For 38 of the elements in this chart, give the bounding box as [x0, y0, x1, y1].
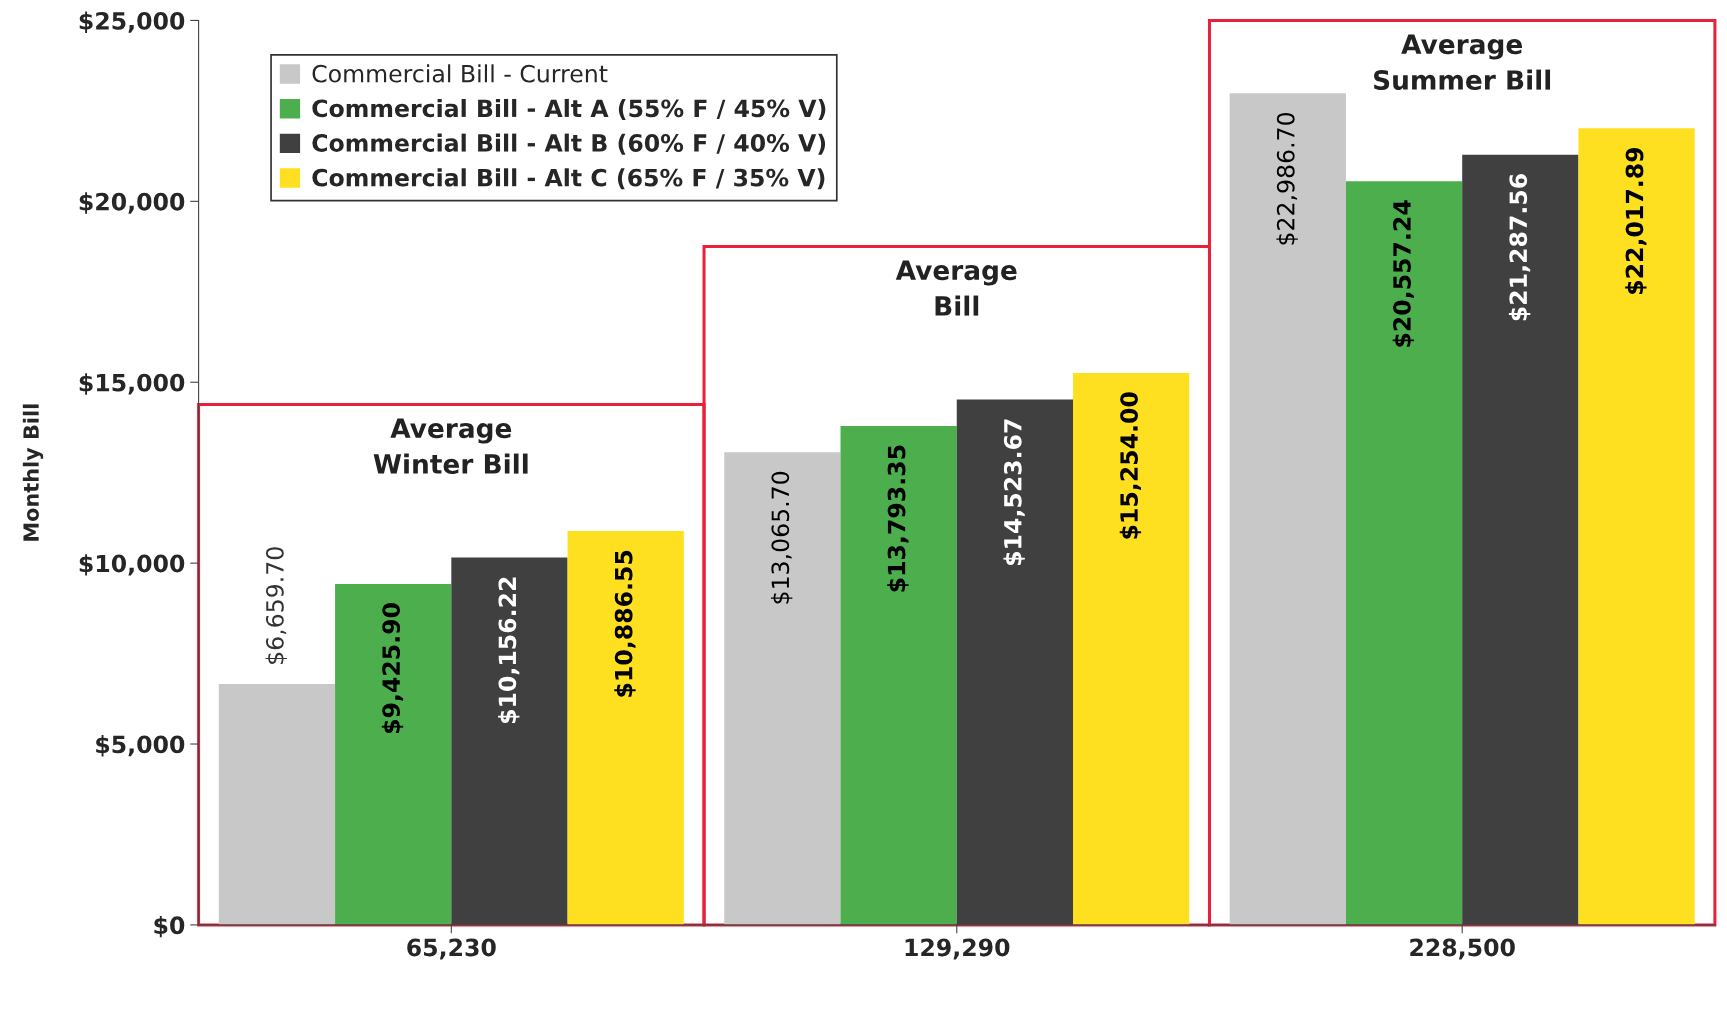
bar: [218, 683, 336, 925]
data-label: $10,886.55: [614, 550, 636, 697]
legend-label: Commercial Bill - Alt C (65% F / 35% V): [312, 168, 825, 190]
data-label: $13,793.35: [887, 445, 909, 592]
bar: [1073, 373, 1190, 925]
data-label: $15,254.00: [1119, 392, 1142, 539]
data-label: $14,523.67: [1003, 419, 1025, 566]
bar: [724, 452, 841, 925]
legend-label: Commercial Bill - Alt B (60% F / 40% V): [312, 133, 826, 155]
bar: [840, 425, 957, 925]
x-tick-label: 65,230: [407, 938, 496, 960]
legend-label: Commercial Bill - Alt A (55% F / 45% V): [312, 98, 826, 121]
annotation: Average Summer Bill: [1374, 34, 1551, 90]
data-label: $21,287.56: [1508, 174, 1531, 321]
data-label: $20,557.24: [1392, 200, 1415, 347]
y-axis-title: Monthly Bill: [22, 404, 44, 541]
y-tick-label: $20,000: [79, 192, 185, 214]
y-tick-label: $25,000: [79, 11, 185, 33]
data-label: $9,425.90: [381, 603, 404, 734]
bar: [567, 531, 684, 925]
y-tick-label: $5,000: [96, 735, 185, 757]
bar: [1345, 181, 1463, 925]
data-label: $22,986.70: [1276, 112, 1298, 245]
data-label: $6,659.70: [265, 547, 287, 664]
x-tick-label: 228,500: [1410, 938, 1515, 960]
annotation: Average Bill: [895, 260, 1017, 316]
legend-label: Commercial Bill - Current: [312, 64, 608, 83]
annotation: Average Winter Bill: [373, 418, 528, 474]
y-tick-label: $15,000: [79, 373, 185, 395]
data-label: $13,065.70: [770, 471, 793, 604]
bar: [1578, 128, 1695, 925]
bar: [335, 583, 452, 925]
bar: [1229, 93, 1346, 925]
data-label: $22,017.89: [1625, 147, 1647, 294]
x-tick-label: 129,290: [905, 938, 1010, 960]
y-tick-label: $10,000: [79, 554, 185, 576]
data-label: $10,156.22: [498, 577, 520, 724]
y-tick-label: $0: [154, 915, 185, 938]
